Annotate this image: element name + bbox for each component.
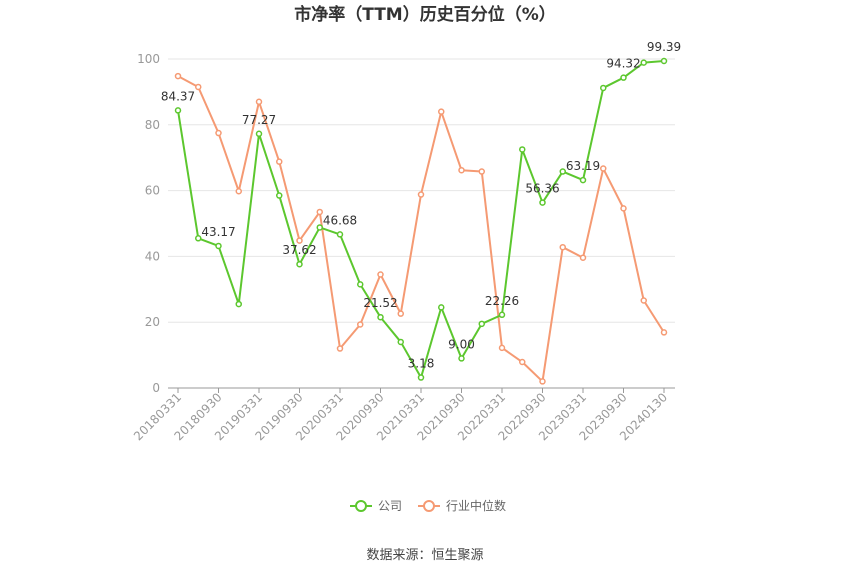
data-point [559,168,566,175]
x-axis: 2018033120180930201903312019093020200331… [131,387,675,443]
legend-label: 行业中位数 [446,498,506,513]
data-point [498,311,506,319]
data-point [458,355,465,362]
data-point [438,108,445,115]
data-point [357,321,364,328]
data-point [316,208,323,216]
legend: 公司 行业中位数 [350,498,506,513]
data-point [377,271,384,278]
legend-label: 公司 [378,499,402,513]
data-label: 84.37 [161,89,195,103]
data-point [255,98,263,106]
data-point [660,329,668,336]
data-label: 77.27 [242,113,276,127]
data-point [276,158,283,165]
data-point [620,205,627,212]
data-point [296,260,303,268]
data-point [498,344,506,352]
data-point [235,300,242,308]
data-source: 数据来源：恒生聚源 [366,548,483,563]
legend-swatch-marker [355,500,367,512]
data-label: 22.26 [485,294,519,308]
y-tick-label: 0 [152,381,160,395]
data-label: 63.19 [566,159,600,173]
data-point [357,281,364,288]
y-tick-label: 60 [145,184,160,198]
data-point [478,168,485,175]
data-label: 37.62 [282,243,316,257]
data-point [640,297,647,304]
data-label: 3.18 [408,357,435,371]
data-label: 99.39 [647,40,681,54]
data-point [397,338,404,346]
data-point [397,310,404,317]
data-label: 56.36 [525,182,559,196]
data-point [377,313,384,321]
data-point [195,83,202,91]
data-point [336,231,344,238]
data-point [660,57,668,65]
y-tick-label: 20 [145,315,160,329]
data-label: 94.32 [606,57,640,71]
data-labels: 84.37 43.17 77.27 37.62 46.68 21.52 3.18 9.00 22… [161,40,681,371]
data-label: 21.52 [363,296,397,310]
y-tick-label: 100 [137,52,160,66]
data-point [600,84,607,92]
data-point [417,374,425,381]
data-point [235,188,242,195]
data-point [478,320,485,328]
data-point [539,378,546,385]
chart-title: 市净率（TTM）历史百分位（%） [294,4,556,25]
data-point [276,192,283,199]
data-point [195,235,202,242]
legend-swatch-marker [423,500,435,512]
y-tick-label: 80 [145,118,160,132]
data-point [417,191,425,198]
data-point [316,224,323,231]
data-point [458,166,465,174]
series-group [174,57,668,385]
y-tick-label: 40 [145,249,160,263]
data-point [215,129,222,137]
data-point [519,358,526,366]
data-point [174,107,182,114]
data-point [559,243,566,251]
data-label: 43.17 [201,225,235,239]
data-point [336,345,344,352]
data-point [438,304,445,311]
data-point [620,74,627,81]
data-point [579,254,587,261]
data-label: 9.00 [448,337,475,351]
data-point [600,165,607,172]
y-axis: 0 20 40 60 80 100 [137,52,160,395]
data-point [255,130,263,138]
data-point [640,59,647,66]
data-point [519,146,526,153]
data-point [539,199,546,206]
data-point [215,242,222,250]
data-point [174,72,182,80]
data-point [579,176,587,184]
data-label: 46.68 [323,213,357,227]
data-point [296,237,303,244]
